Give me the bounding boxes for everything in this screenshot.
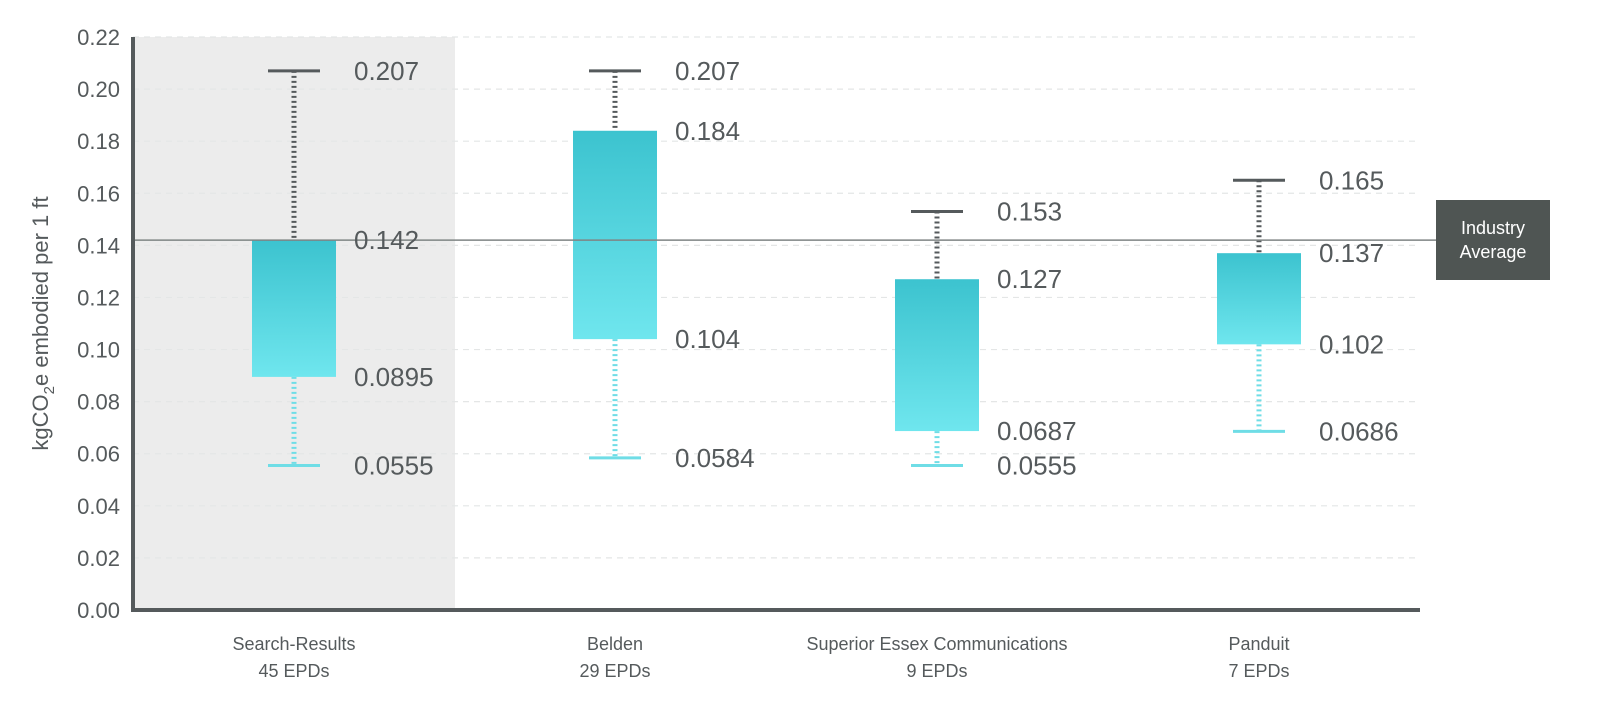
category-count-label: 45 EPDs [258, 661, 329, 681]
y-tick-label: 0.02 [77, 546, 120, 571]
y-tick-label: 0.04 [77, 494, 120, 519]
value-label: 0.102 [1319, 329, 1384, 359]
value-label: 0.184 [675, 116, 740, 146]
category-label: Superior Essex Communications [806, 634, 1067, 654]
box-layer [252, 69, 1301, 467]
value-label: 0.104 [675, 324, 740, 354]
box [1217, 253, 1301, 345]
y-tick-label: 0.14 [77, 233, 120, 258]
value-label: 0.165 [1319, 165, 1384, 195]
value-label: 0.207 [354, 56, 419, 86]
y-tick-label: 0.18 [77, 129, 120, 154]
box [895, 279, 979, 432]
category-count-label: 7 EPDs [1228, 661, 1289, 681]
reference-layer: Industry Average [133, 200, 1550, 280]
label-layer: kgCO2e embodied per 1 ft 0.207 0.142 0.0895… [28, 56, 1399, 681]
industry-average-label: Industry [1461, 218, 1525, 238]
value-label: 0.153 [997, 197, 1062, 227]
value-label: 0.0686 [1319, 416, 1399, 446]
y-tick-label: 0.16 [77, 181, 120, 206]
value-label: 0.0555 [997, 450, 1077, 480]
y-tick-label: 0.10 [77, 338, 120, 363]
value-label: 0.0895 [354, 362, 434, 392]
value-label: 0.0584 [675, 443, 755, 473]
y-tick-label: 0.06 [77, 442, 120, 467]
value-label: 0.142 [354, 225, 419, 255]
category-count-label: 9 EPDs [906, 661, 967, 681]
y-tick-label: 0.00 [77, 598, 120, 623]
y-axis-ticks: 0.00 0.02 0.04 0.06 0.08 0.10 0.12 0.14 0.16 0.18… [77, 25, 120, 623]
y-tick-label: 0.08 [77, 390, 120, 415]
grid-layer [133, 36, 1420, 559]
industry-average-box [1436, 200, 1550, 280]
category-label: Panduit [1228, 634, 1289, 654]
y-tick-label: 0.20 [77, 77, 120, 102]
box [252, 240, 336, 377]
value-label: 0.0555 [354, 450, 434, 480]
category-count-label: 29 EPDs [579, 661, 650, 681]
value-label: 0.127 [997, 264, 1062, 294]
value-label: 0.0687 [997, 416, 1077, 446]
industry-average-label: Average [1460, 242, 1527, 262]
axis-layer [131, 37, 1420, 612]
y-tick-label: 0.12 [77, 285, 120, 310]
value-label: 0.137 [1319, 238, 1384, 268]
category-label: Search-Results [232, 634, 355, 654]
y-axis-label: kgCO2e embodied per 1 ft [28, 196, 58, 450]
category-label: Belden [587, 634, 643, 654]
y-tick-label: 0.22 [77, 25, 120, 50]
box [573, 130, 657, 340]
value-label: 0.207 [675, 56, 740, 86]
